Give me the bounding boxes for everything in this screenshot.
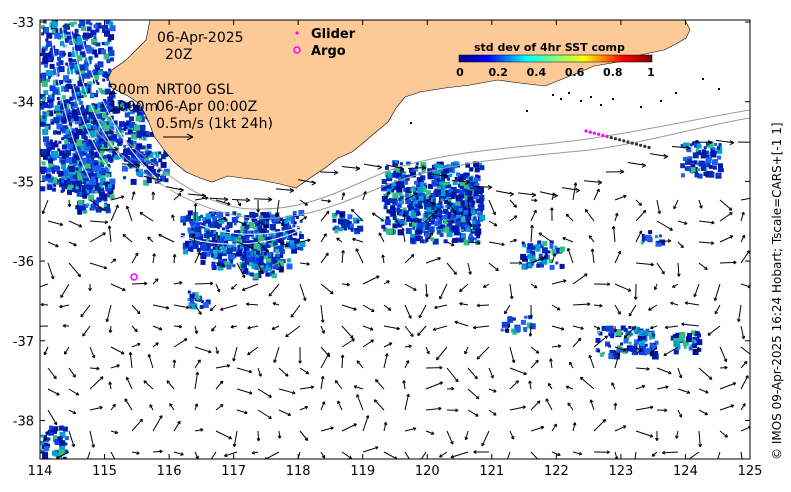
x-tick-label: 122 <box>544 464 569 479</box>
streamlines <box>51 24 321 245</box>
y-tick-label: -33 <box>13 16 34 31</box>
glider-legend-marker <box>295 31 299 35</box>
current-vectors <box>40 139 750 459</box>
x-tick-label: 125 <box>738 464 763 479</box>
y-tick-label: -38 <box>13 415 34 430</box>
x-tick-label: 123 <box>608 464 633 479</box>
argo-legend-label: Argo <box>311 44 346 59</box>
glider-track <box>584 129 651 150</box>
velocity-scale-label: 0.5m/s (1kt 24h) <box>156 116 273 132</box>
colorbar-tick-label: 0.6 <box>565 66 585 79</box>
glider-legend-label: Glider <box>311 27 356 42</box>
colorbar <box>458 54 653 63</box>
colorbar-tick-label: 0.4 <box>527 66 547 79</box>
x-tick-label: 121 <box>479 464 504 479</box>
colorbar-title: std dev of 4hr SST comp <box>474 41 625 54</box>
x-tick-label: 120 <box>415 464 440 479</box>
isobath-200m <box>99 109 750 210</box>
colorbar-tick-label: 1 <box>647 66 655 79</box>
velocity-scale-arrow <box>163 133 194 141</box>
x-tick-label: 116 <box>157 464 182 479</box>
colorbar-ticks: 0 0.2 0.4 0.6 0.8 1 <box>456 66 655 79</box>
map-time: 20Z <box>165 47 192 63</box>
x-tick-label: 115 <box>92 464 117 479</box>
y-tick-label: -36 <box>13 255 34 270</box>
x-tick-label: 119 <box>350 464 375 479</box>
argo-float-marker <box>130 273 138 281</box>
y-tick-label: -34 <box>13 96 34 111</box>
isobath-1000m <box>94 117 750 219</box>
isobath-200m-label: 200m <box>109 82 149 98</box>
y-tick-label: -37 <box>13 335 34 350</box>
x-tick-label: 118 <box>286 464 311 479</box>
x-axis: 114 115 116 117 118 119 120 121 122 123 124 125 <box>28 20 763 479</box>
y-axis: -33 -34 -35 -36 -37 -38 <box>13 16 750 430</box>
x-tick-label: 117 <box>221 464 246 479</box>
credit-text: © IMOS 09-Apr-2025 16:24 Hobart; Tscale=… <box>770 122 784 460</box>
map-date: 06-Apr-2025 <box>157 30 244 46</box>
argo-legend-marker <box>293 46 301 54</box>
coastline-islands <box>410 78 720 124</box>
product-time-label: 06-Apr 00:00Z <box>156 99 257 115</box>
colorbar-tick-label: 0.2 <box>488 66 508 79</box>
colorbar-tick-label: 0.8 <box>603 66 623 79</box>
x-tick-label: 114 <box>28 464 53 479</box>
isobath-1000m-label: 1000m <box>109 99 158 115</box>
x-tick-label: 124 <box>673 464 698 479</box>
colorbar-tick-label: 0 <box>456 66 464 79</box>
plot-frame <box>39 19 751 460</box>
product-label: NRT00 GSL <box>156 82 234 98</box>
y-tick-label: -35 <box>13 175 34 190</box>
